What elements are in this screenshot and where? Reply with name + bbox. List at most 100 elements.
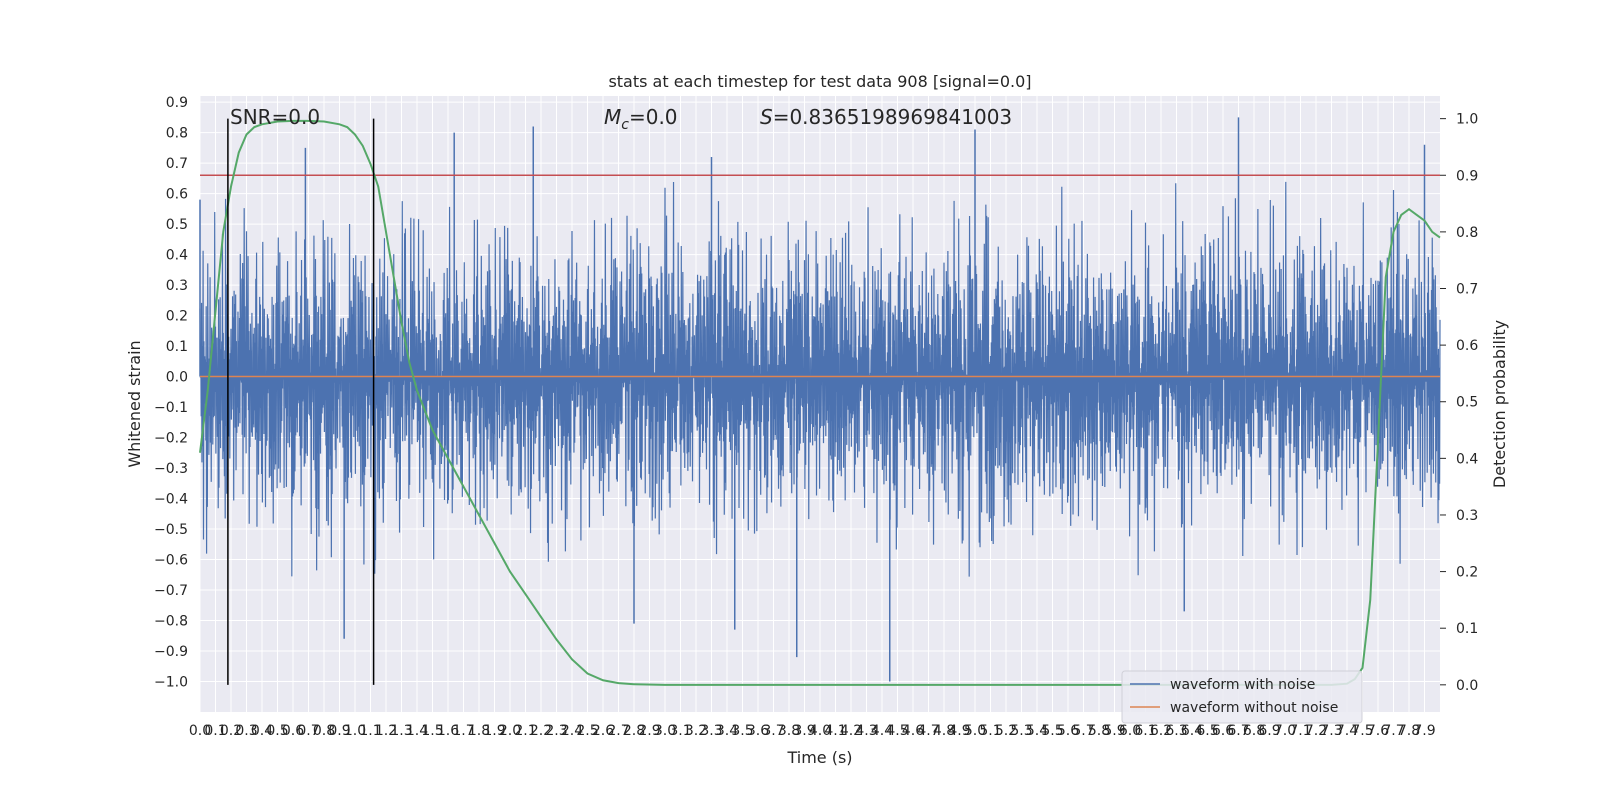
x-tick-label: 6.4 [1181,723,1203,739]
x-tick-label: 3.9 [793,723,815,739]
y-tick-labels: 0.9 0.8 0.7 0.6 0.5 0.4 0.3 0.2 0.1 0.0 −0.1 −0.2 −0… [154,95,188,690]
x-tick-label: 4.6 [902,723,924,739]
y2-tick-labels: 1.0 0.9 0.8 0.7 0.6 0.5 0.4 0.3 0.2 0.1 0.0 [1440,112,1478,694]
x-tick-label: 1.8 [468,723,490,739]
vertical-markers [227,118,375,685]
x-tick-label: 2.9 [638,723,660,739]
x-tick-label: 4.7 [917,723,939,739]
x-tick-label: 3.6 [747,723,769,739]
series-waveform-with-noise [199,117,1441,682]
x-tick-label: 3.5 [731,723,753,739]
x-tick-label: 0.5 [266,723,288,739]
x-tick-label: 6.6 [1212,723,1234,739]
y-tick-label: −0.4 [154,492,188,508]
annotation-s-symbol: S [760,105,773,129]
x-tick-label: 6.3 [1165,723,1187,739]
x-tick-label: 1.1 [359,723,381,739]
series-detection-probability [199,119,1441,686]
x-tick-label: 2.7 [607,723,629,739]
annotation-s: S=0.8365198969841003 [760,105,1012,129]
y2-tick-label: 0.8 [1456,225,1478,241]
x-tick-label: 6.1 [1134,723,1156,739]
x-tick-label: 0.7 [297,723,319,739]
x-tick-labels: 0.00.10.20.30.40.50.60.70.80.91.01.11.21… [189,723,1436,739]
x-tick-label: 3.1 [669,723,691,739]
x-tick-label: 1.6 [437,723,459,739]
x-tick-label: 5.3 [1010,723,1032,739]
y2-tick-label: 1.0 [1456,112,1478,128]
annotation-mc-subscript: c [621,117,629,133]
x-tick-label: 2.4 [561,723,583,739]
x-tick-label: 7.5 [1351,723,1373,739]
x-tick-label: 5.1 [979,723,1001,739]
x-tick-label: 2.0 [499,723,521,739]
x-tick-label: 1.5 [421,723,443,739]
x-tick-label: 2.5 [576,723,598,739]
annotation-s-value: =0.8365198969841003 [773,105,1012,129]
y-tick-label: 0.7 [166,156,188,172]
x-tick-label: 7.9 [1413,723,1435,739]
x-tick-label: 6.5 [1196,723,1218,739]
annotation-mc-symbol: M [604,105,621,129]
x-tick-label: 5.7 [1072,723,1094,739]
x-tick-label: 4.9 [948,723,970,739]
y2-tick-label: 0.4 [1456,451,1478,467]
y-tick-label: −1.0 [154,675,188,691]
x-tick-label: 2.2 [530,723,552,739]
x-tick-label: 1.2 [375,723,397,739]
x-tick-label: 4.0 [809,723,831,739]
y-tick-label: −0.3 [154,461,188,477]
x-tick-label: 2.6 [592,723,614,739]
x-tick-label: 1.9 [483,723,505,739]
x-tick-label: 3.8 [778,723,800,739]
y-tick-label: 0.2 [166,309,188,325]
y-tick-label: −0.5 [154,522,188,538]
x-tick-label: 0.3 [235,723,257,739]
x-tick-label: 5.6 [1057,723,1079,739]
x-tick-label: 7.4 [1336,723,1358,739]
x-tick-label: 0.8 [313,723,335,739]
x-tick-label: 4.2 [840,723,862,739]
x-tick-label: 0.1 [204,723,226,739]
x-tick-label: 2.1 [514,723,536,739]
x-tick-label: 0.0 [189,723,211,739]
x-tick-label: 6.0 [1119,723,1141,739]
y2-tick-label: 0.1 [1456,621,1478,637]
x-tick-label: 7.3 [1320,723,1342,739]
x-axis-label: Time (s) [786,748,852,767]
x-tick-label: 7.0 [1274,723,1296,739]
y2-tick-label: 0.6 [1456,338,1478,354]
y-tick-label: −0.8 [154,614,188,630]
x-tick-label: 3.2 [685,723,707,739]
x-tick-label: 3.7 [762,723,784,739]
x-tick-label: 0.2 [220,723,242,739]
annotation-mc: Mc=0.0 [604,105,678,133]
y2-tick-label: 0.5 [1456,395,1478,411]
x-tick-label: 2.3 [545,723,567,739]
x-tick-label: 7.6 [1367,723,1389,739]
x-tick-label: 5.9 [1103,723,1125,739]
x-tick-label: 7.7 [1382,723,1404,739]
x-tick-label: 4.5 [886,723,908,739]
x-tick-label: 5.2 [995,723,1017,739]
legend-label-noise: waveform with noise [1170,677,1315,693]
x-tick-label: 1.0 [344,723,366,739]
legend-box [1121,670,1363,724]
x-tick-label: 7.1 [1289,723,1311,739]
x-tick-label: 4.3 [855,723,877,739]
y-tick-label: 0.6 [166,187,188,203]
x-tick-label: 6.8 [1243,723,1265,739]
y-tick-label: 0.9 [166,95,188,111]
x-tick-label: 5.0 [964,723,986,739]
x-tick-label: 3.4 [716,723,738,739]
x-tick-label: 5.8 [1088,723,1110,739]
y-tick-label: 0.8 [166,126,188,142]
x-tick-label: 6.2 [1150,723,1172,739]
x-tick-label: 0.9 [328,723,350,739]
x-tick-label: 3.3 [700,723,722,739]
y-tick-label: 0.0 [166,370,188,386]
annotation-snr: SNR=0.0 [230,105,320,129]
x-tick-label: 1.4 [406,723,428,739]
x-tick-label: 6.7 [1227,723,1249,739]
